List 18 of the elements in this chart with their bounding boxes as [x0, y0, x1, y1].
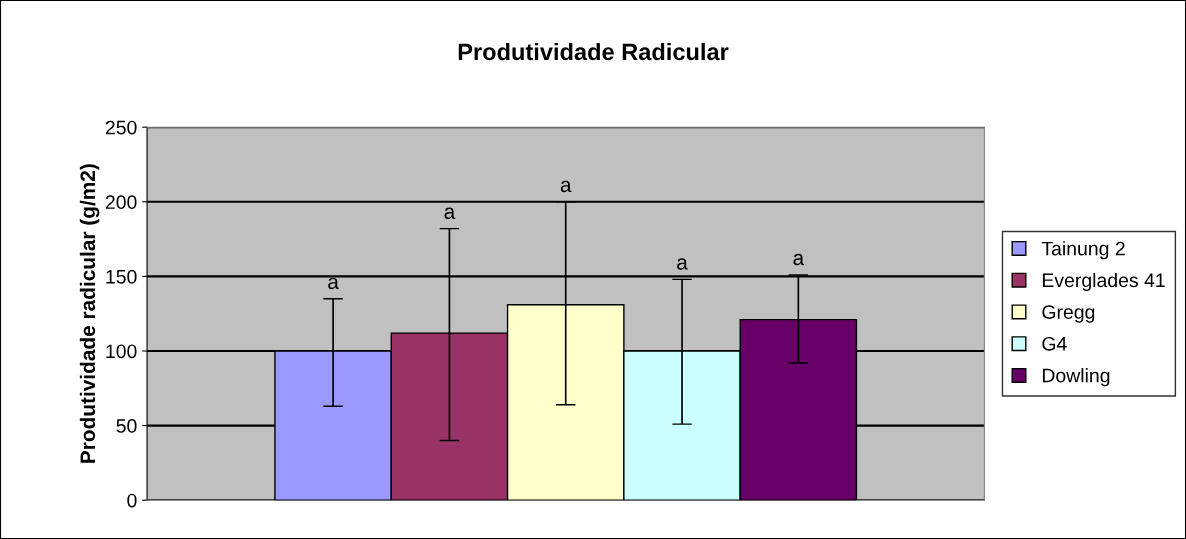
y-tick-label: 0 [127, 493, 137, 508]
y-tick-label: 50 [116, 419, 137, 433]
y-tick-label: 100 [106, 344, 137, 359]
legend-label: Everglades 41 [1042, 272, 1165, 292]
chart-title: Produtividade Radicular [458, 42, 729, 61]
legend-label: Gregg [1042, 305, 1095, 323]
legend-label: Tainung 2 [1041, 241, 1125, 260]
legend-label: Dowling [1042, 368, 1110, 387]
y-tick-label: 200 [105, 195, 137, 210]
annotation: a [677, 258, 688, 270]
annotation: a [560, 180, 572, 193]
y-tick-label: 250 [105, 120, 137, 135]
y-tick-label: 150 [106, 269, 137, 284]
annotation: a [793, 253, 805, 266]
annotation: a [444, 207, 456, 219]
y-axis-title: Produtividade radicular (g/m2) [79, 164, 100, 463]
legend-label: G4 [1042, 336, 1067, 351]
annotation: a [328, 277, 339, 290]
